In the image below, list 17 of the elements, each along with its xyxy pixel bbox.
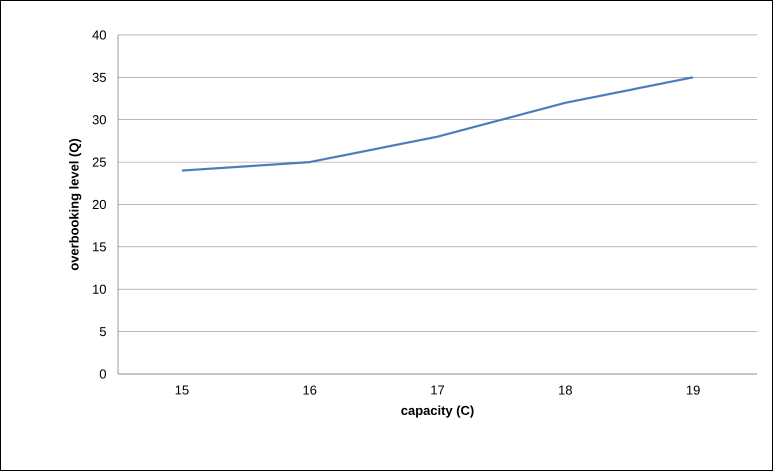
y-tick-label: 35 [92, 72, 106, 82]
x-tick-label: 17 [431, 386, 444, 394]
y-tick-label: 20 [92, 200, 106, 210]
x-tick-label: 19 [686, 386, 700, 395]
x-tick-label: 16 [303, 386, 316, 395]
y-tick-label: 30 [92, 115, 106, 124]
y-tick-label: 40 [92, 30, 106, 40]
x-axis-title: capacity (C) [401, 406, 474, 418]
y-tick-label: 10 [93, 284, 106, 294]
y-tick-label: 0 [100, 369, 106, 379]
y-tick-label: 15 [93, 242, 106, 252]
x-tick-label: 18 [559, 386, 572, 395]
y-tick-label: 25 [92, 158, 106, 167]
y-axis-title: overbooking level (Q) [69, 138, 82, 270]
x-tick-label: 15 [176, 386, 189, 395]
line-series [180, 76, 694, 172]
y-tick-label: 5 [100, 327, 106, 336]
